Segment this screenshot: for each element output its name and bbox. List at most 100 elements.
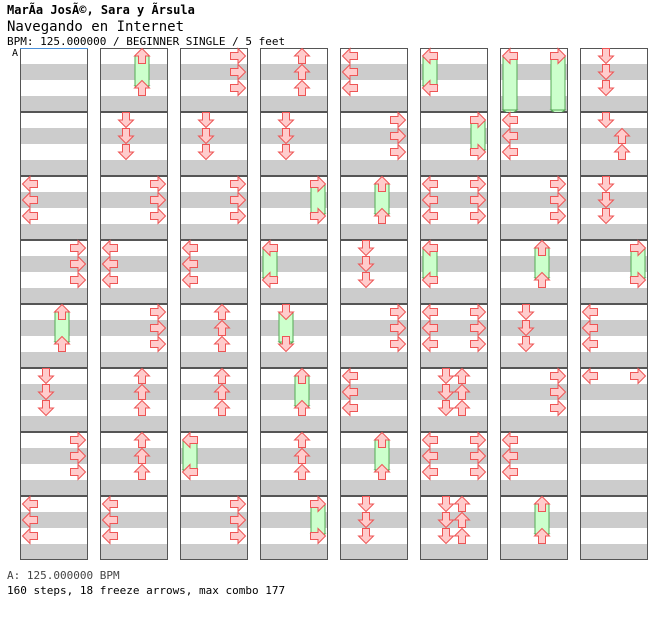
up-arrow-icon bbox=[293, 399, 311, 416]
down-arrow-icon bbox=[597, 208, 615, 225]
measure bbox=[500, 240, 568, 304]
left-arrow-icon bbox=[21, 495, 38, 513]
up-arrow-icon bbox=[293, 367, 311, 384]
down-arrow-icon bbox=[437, 496, 455, 513]
up-arrow-icon bbox=[213, 367, 231, 384]
measure bbox=[180, 368, 248, 432]
bpm-legend: A: 125.000000 BPM bbox=[7, 569, 120, 582]
right-arrow-icon bbox=[390, 143, 407, 161]
up-arrow-icon bbox=[293, 463, 311, 480]
up-arrow-icon bbox=[293, 47, 311, 64]
left-arrow-icon bbox=[341, 47, 358, 65]
right-arrow-icon bbox=[550, 383, 567, 401]
left-arrow-icon bbox=[421, 191, 438, 209]
left-arrow-icon bbox=[181, 239, 198, 257]
right-arrow-icon bbox=[310, 527, 327, 545]
right-arrow-icon bbox=[470, 143, 487, 161]
measure bbox=[340, 176, 408, 240]
up-arrow-icon bbox=[293, 63, 311, 80]
right-arrow-icon bbox=[470, 111, 487, 129]
up-arrow-icon bbox=[133, 447, 151, 464]
up-arrow-icon bbox=[133, 399, 151, 416]
measure bbox=[20, 368, 88, 432]
down-arrow-icon bbox=[437, 528, 455, 545]
down-arrow-icon bbox=[517, 336, 535, 353]
measure bbox=[20, 304, 88, 368]
left-arrow-icon bbox=[181, 271, 198, 289]
measure bbox=[340, 48, 408, 112]
up-arrow-icon bbox=[453, 495, 471, 512]
up-arrow-icon bbox=[133, 79, 151, 96]
up-arrow-icon bbox=[453, 367, 471, 384]
down-arrow-icon bbox=[37, 368, 55, 385]
up-arrow-icon bbox=[373, 463, 391, 480]
down-arrow-icon bbox=[197, 128, 215, 145]
up-arrow-icon bbox=[213, 303, 231, 320]
down-arrow-icon bbox=[197, 144, 215, 161]
left-arrow-icon bbox=[501, 463, 518, 481]
down-arrow-icon bbox=[517, 304, 535, 321]
down-arrow-icon bbox=[357, 272, 375, 289]
right-arrow-icon bbox=[470, 303, 487, 321]
measure bbox=[100, 112, 168, 176]
down-arrow-icon bbox=[277, 304, 295, 321]
down-arrow-icon bbox=[357, 528, 375, 545]
right-arrow-icon bbox=[70, 447, 87, 465]
left-arrow-icon bbox=[21, 527, 38, 545]
right-arrow-icon bbox=[230, 511, 247, 529]
right-arrow-icon bbox=[630, 271, 647, 289]
down-arrow-icon bbox=[437, 512, 455, 529]
down-arrow-icon bbox=[437, 384, 455, 401]
left-arrow-icon bbox=[501, 447, 518, 465]
right-arrow-icon bbox=[390, 319, 407, 337]
down-arrow-icon bbox=[37, 400, 55, 417]
right-arrow-icon bbox=[470, 207, 487, 225]
left-arrow-icon bbox=[501, 143, 518, 161]
left-arrow-icon bbox=[581, 335, 598, 353]
right-arrow-icon bbox=[550, 399, 567, 417]
left-arrow-icon bbox=[341, 367, 358, 385]
left-arrow-icon bbox=[581, 367, 598, 385]
measure bbox=[20, 48, 88, 112]
right-arrow-icon bbox=[310, 495, 327, 513]
left-arrow-icon bbox=[181, 463, 198, 481]
right-arrow-icon bbox=[630, 239, 647, 257]
down-arrow-icon bbox=[597, 80, 615, 97]
left-arrow-icon bbox=[181, 431, 198, 449]
down-arrow-icon bbox=[117, 128, 135, 145]
up-arrow-icon bbox=[53, 303, 71, 320]
left-arrow-icon bbox=[21, 511, 38, 529]
right-arrow-icon bbox=[470, 447, 487, 465]
left-arrow-icon bbox=[421, 463, 438, 481]
measure bbox=[180, 304, 248, 368]
measure bbox=[100, 48, 168, 112]
right-arrow-icon bbox=[150, 335, 167, 353]
right-arrow-icon bbox=[470, 191, 487, 209]
measure bbox=[100, 368, 168, 432]
step-chart bbox=[20, 47, 648, 560]
measure bbox=[580, 176, 648, 240]
measure bbox=[260, 432, 328, 496]
up-arrow-icon bbox=[533, 527, 551, 544]
right-arrow-icon bbox=[390, 111, 407, 129]
up-arrow-icon bbox=[293, 79, 311, 96]
left-arrow-icon bbox=[501, 47, 518, 65]
left-arrow-icon bbox=[421, 47, 438, 65]
left-arrow-icon bbox=[21, 175, 38, 193]
measure bbox=[340, 240, 408, 304]
right-arrow-icon bbox=[630, 367, 647, 385]
down-arrow-icon bbox=[357, 240, 375, 257]
right-arrow-icon bbox=[150, 191, 167, 209]
left-arrow-icon bbox=[581, 303, 598, 321]
up-arrow-icon bbox=[453, 399, 471, 416]
up-arrow-icon bbox=[213, 399, 231, 416]
down-arrow-icon bbox=[597, 112, 615, 129]
left-arrow-icon bbox=[421, 207, 438, 225]
up-arrow-icon bbox=[533, 239, 551, 256]
left-arrow-icon bbox=[341, 399, 358, 417]
right-arrow-icon bbox=[230, 175, 247, 193]
right-arrow-icon bbox=[230, 495, 247, 513]
down-arrow-icon bbox=[277, 336, 295, 353]
up-arrow-icon bbox=[533, 271, 551, 288]
up-arrow-icon bbox=[213, 383, 231, 400]
